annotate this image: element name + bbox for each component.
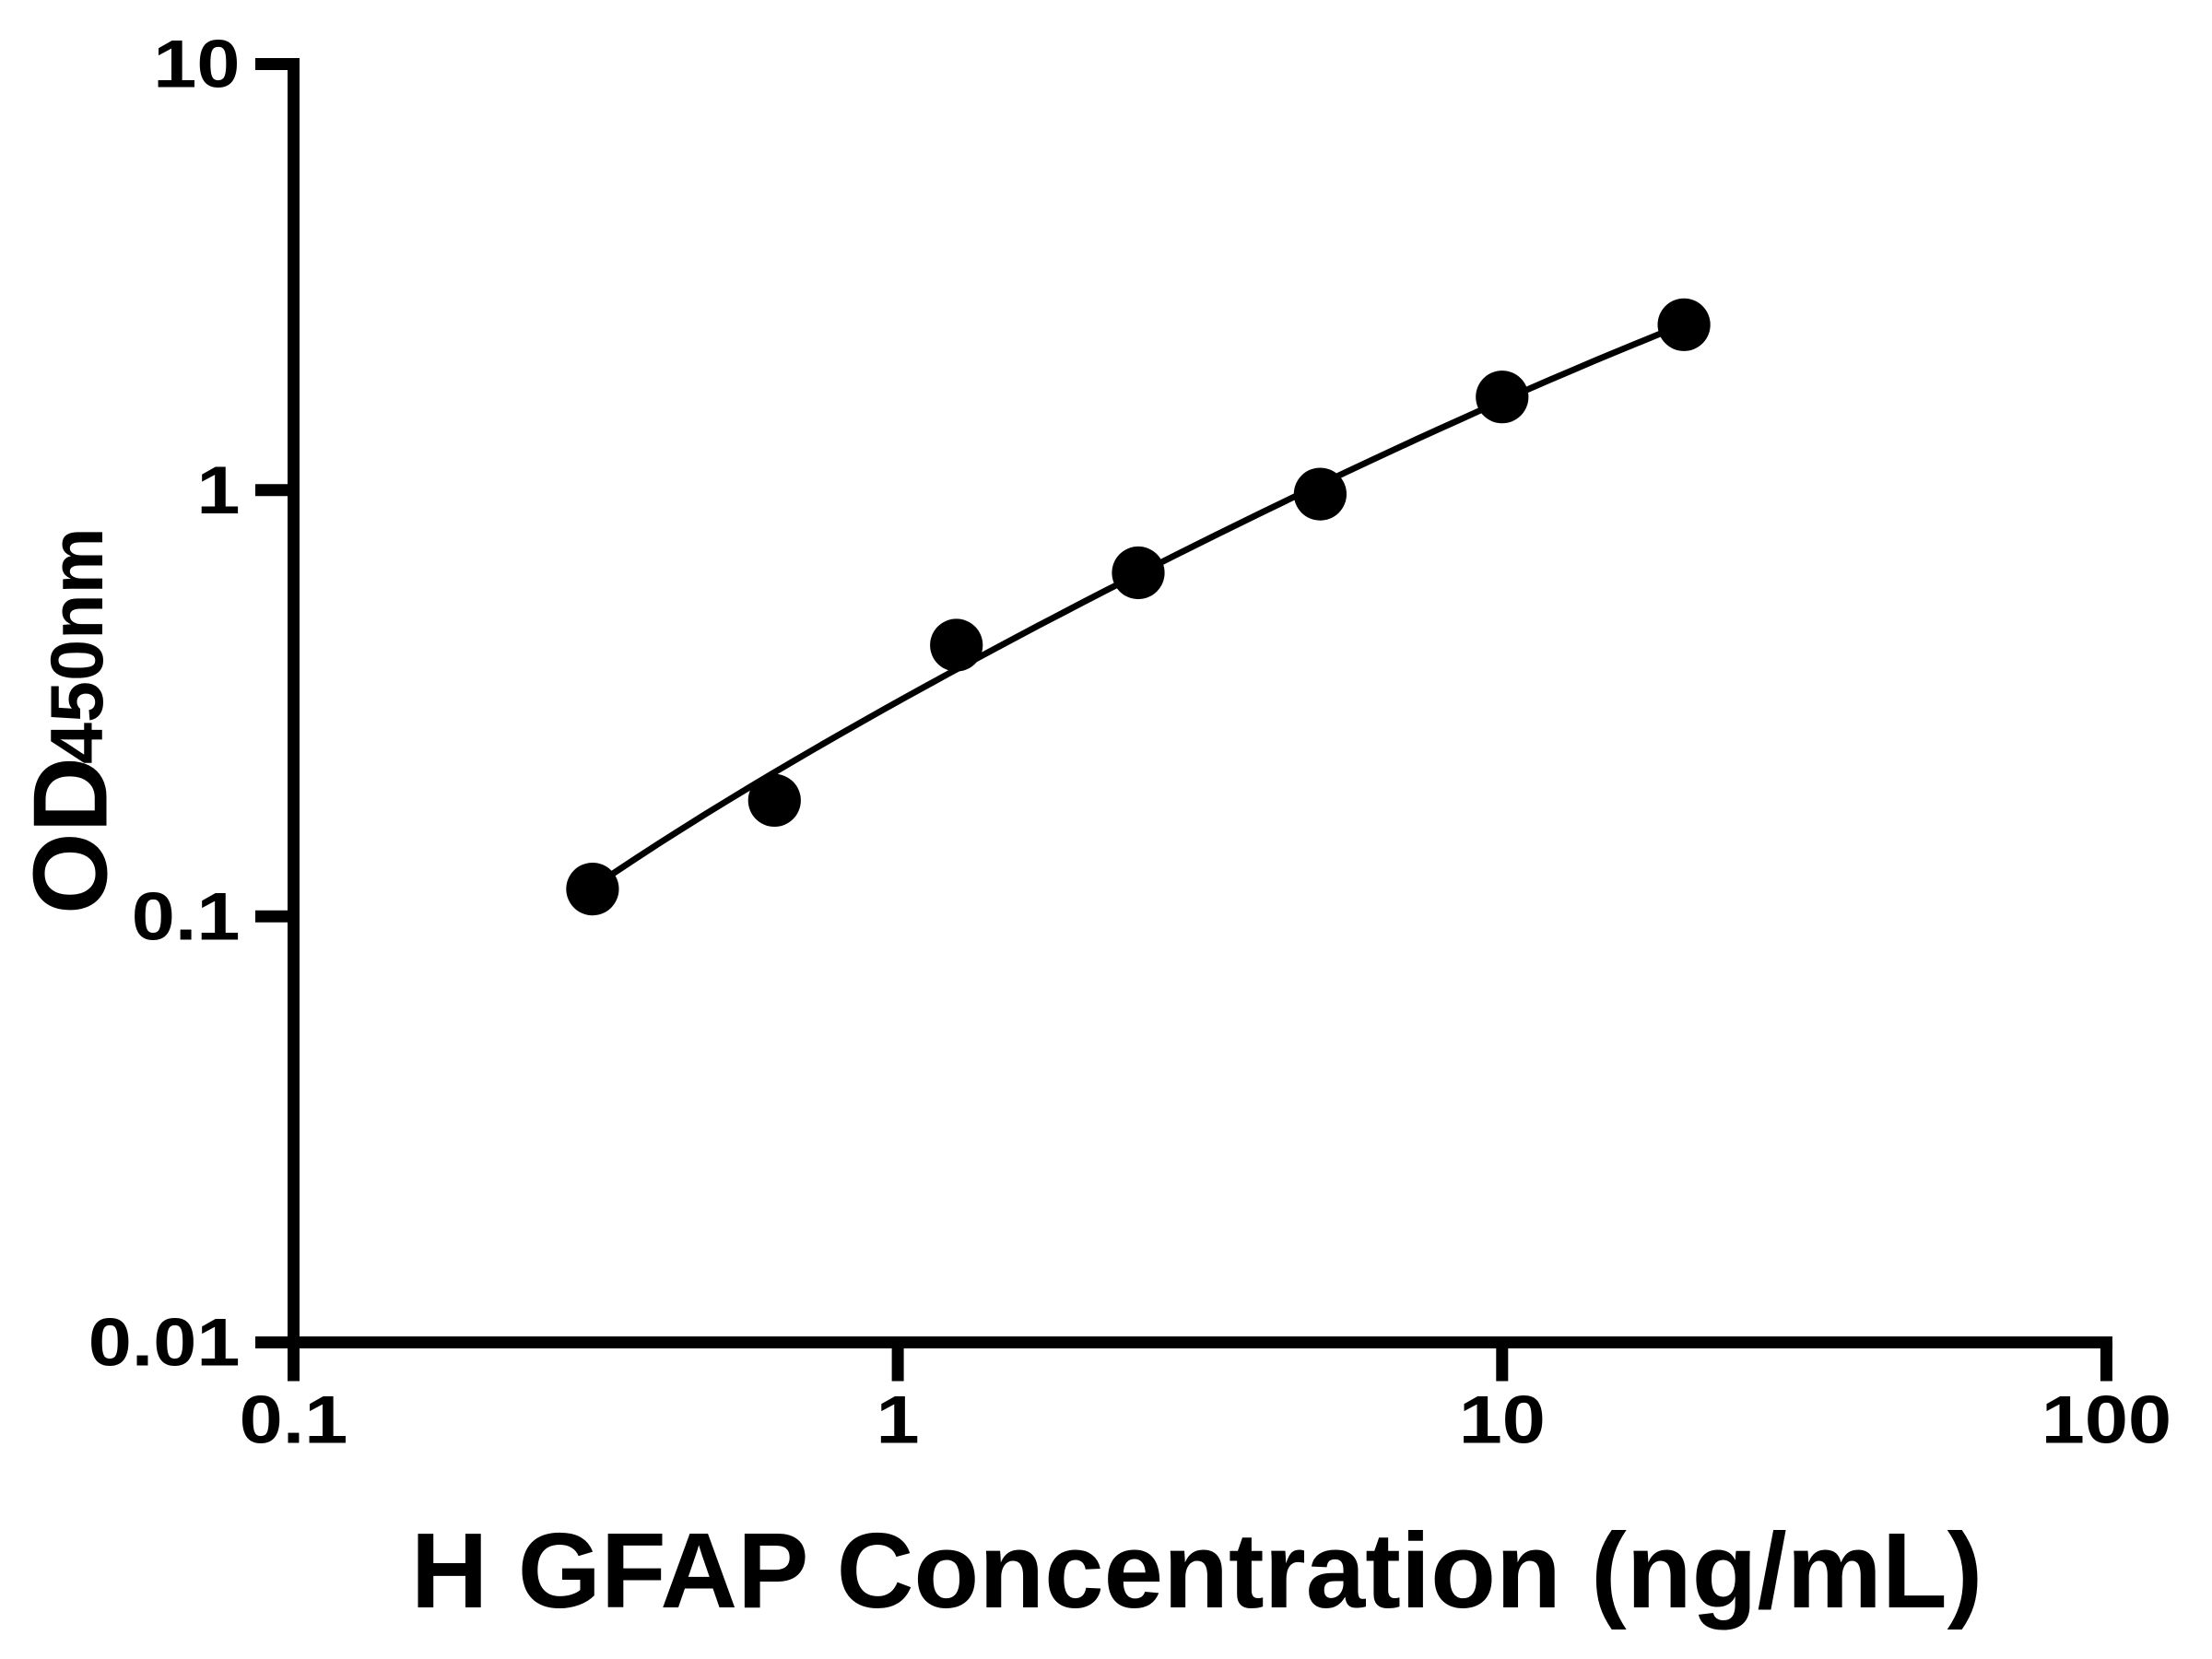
svg-text:H GFAP Concentration (ng/mL): H GFAP Concentration (ng/mL) xyxy=(411,1511,1983,1630)
svg-text:0.01: 0.01 xyxy=(88,1304,241,1380)
svg-text:10: 10 xyxy=(1459,1382,1546,1457)
svg-text:1: 1 xyxy=(196,453,240,528)
svg-text:10: 10 xyxy=(153,26,240,101)
svg-text:100: 100 xyxy=(2041,1382,2171,1457)
svg-text:0.1: 0.1 xyxy=(132,878,241,954)
svg-text:1: 1 xyxy=(877,1382,920,1457)
svg-text:0.1: 0.1 xyxy=(240,1382,348,1457)
